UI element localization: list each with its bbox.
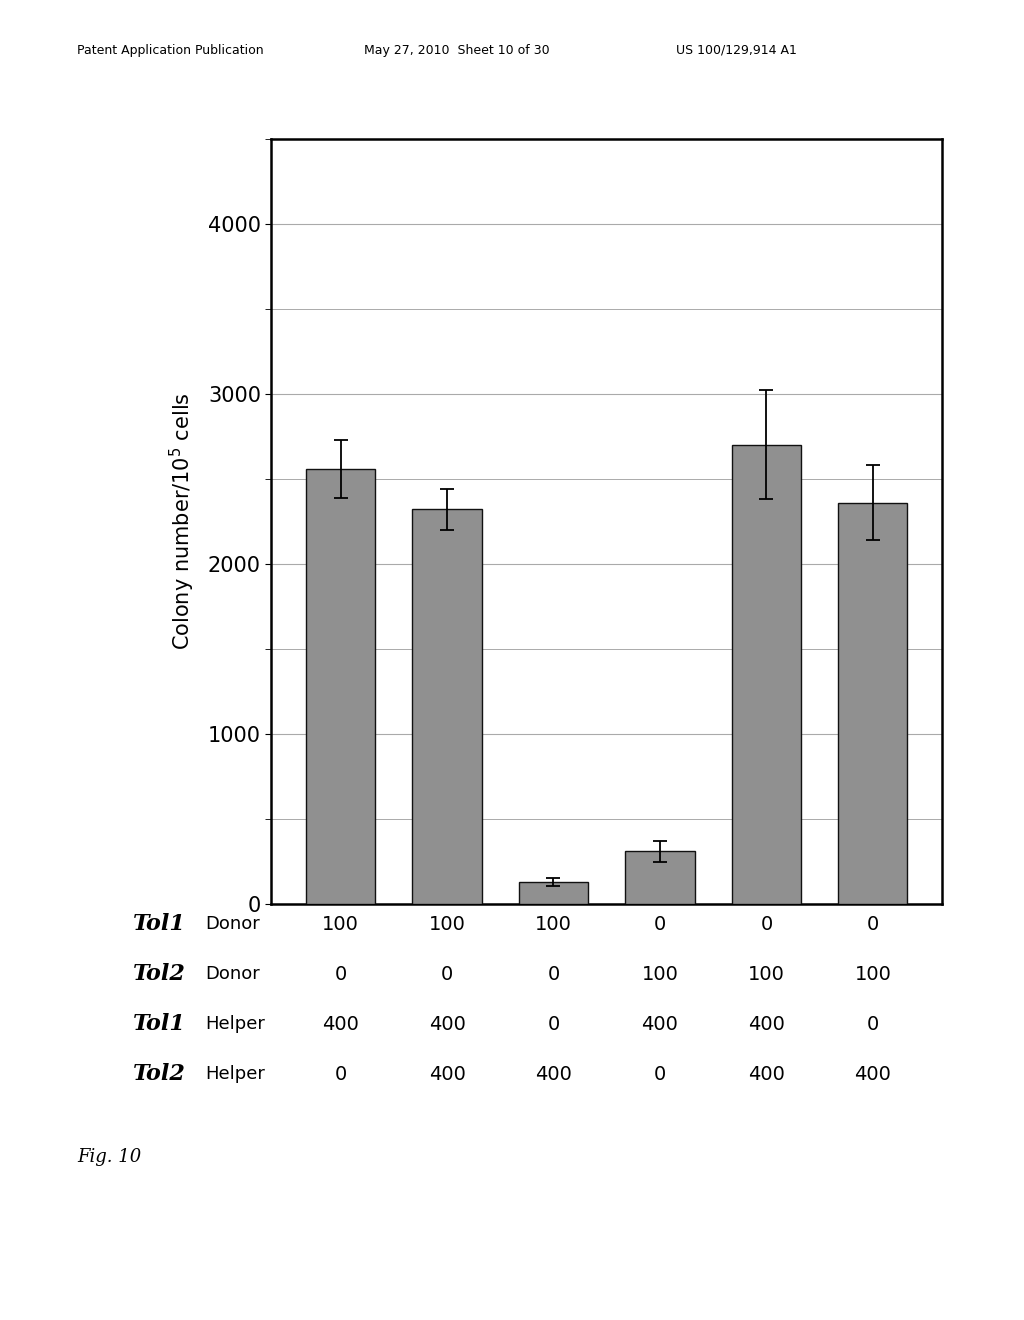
Text: Tol1: Tol1 [133, 913, 186, 935]
Text: 400: 400 [429, 1015, 466, 1034]
Text: 0: 0 [760, 915, 772, 933]
Text: 400: 400 [854, 1065, 891, 1084]
Text: Patent Application Publication: Patent Application Publication [77, 44, 263, 57]
Text: 100: 100 [429, 915, 466, 933]
Bar [519, 882, 588, 904]
Text: 100: 100 [854, 965, 891, 983]
Text: Tol2: Tol2 [133, 964, 186, 985]
Text: 0: 0 [441, 965, 454, 983]
Text: 100: 100 [748, 965, 784, 983]
Bar [732, 445, 801, 904]
Text: Tol1: Tol1 [133, 1014, 186, 1035]
Text: 400: 400 [748, 1065, 784, 1084]
Bar [413, 510, 481, 904]
Text: Donor: Donor [205, 915, 259, 933]
Y-axis label: Colony number/10$^5$ cells: Colony number/10$^5$ cells [168, 392, 197, 651]
Text: 0: 0 [866, 1015, 879, 1034]
Text: 0: 0 [654, 1065, 666, 1084]
Text: US 100/129,914 A1: US 100/129,914 A1 [676, 44, 797, 57]
Text: 400: 400 [536, 1065, 572, 1084]
Text: 400: 400 [429, 1065, 466, 1084]
Text: 0: 0 [548, 965, 559, 983]
Text: Fig. 10: Fig. 10 [77, 1148, 141, 1167]
Text: 0: 0 [335, 965, 347, 983]
Text: 0: 0 [335, 1065, 347, 1084]
Text: Donor: Donor [205, 965, 259, 983]
Text: Helper: Helper [205, 1065, 264, 1084]
Text: May 27, 2010  Sheet 10 of 30: May 27, 2010 Sheet 10 of 30 [364, 44, 549, 57]
Text: 100: 100 [641, 965, 678, 983]
Bar [626, 851, 694, 904]
Text: 0: 0 [654, 915, 666, 933]
Text: 400: 400 [748, 1015, 784, 1034]
Text: 400: 400 [641, 1015, 678, 1034]
Text: 100: 100 [323, 915, 359, 933]
Bar [306, 469, 375, 904]
Text: 100: 100 [536, 915, 572, 933]
Text: 0: 0 [866, 915, 879, 933]
Text: 400: 400 [323, 1015, 359, 1034]
Bar [839, 503, 907, 904]
Text: Helper: Helper [205, 1015, 264, 1034]
Text: 0: 0 [548, 1015, 559, 1034]
Text: Tol2: Tol2 [133, 1064, 186, 1085]
